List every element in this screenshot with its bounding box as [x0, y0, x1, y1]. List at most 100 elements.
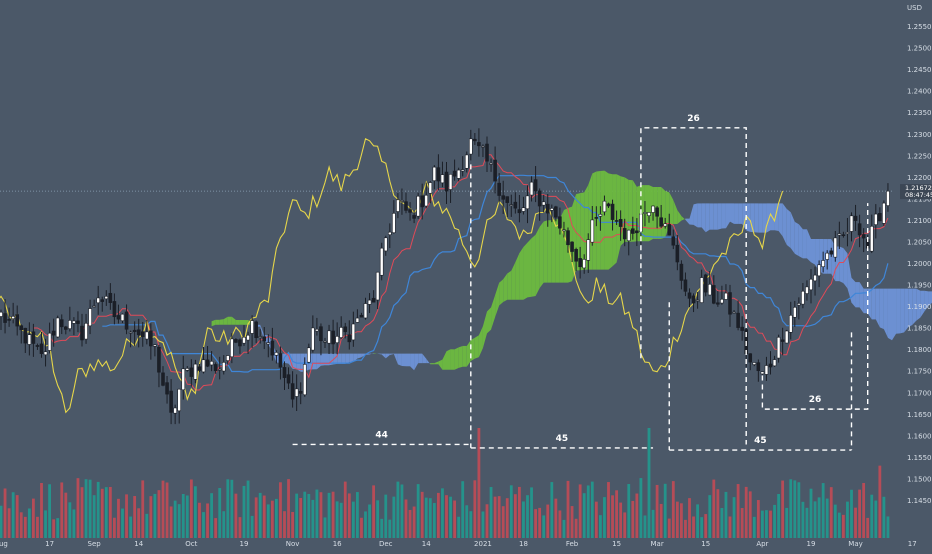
candle[interactable] — [153, 344, 157, 357]
candle[interactable] — [262, 326, 267, 350]
candle[interactable] — [655, 206, 659, 229]
candle[interactable] — [165, 376, 169, 404]
candle[interactable] — [460, 156, 465, 177]
candle[interactable] — [128, 330, 133, 348]
candle[interactable] — [878, 207, 882, 222]
candle[interactable] — [250, 315, 254, 348]
candle[interactable] — [764, 356, 769, 381]
candle[interactable] — [477, 128, 481, 157]
candle[interactable] — [610, 199, 615, 231]
candle[interactable] — [375, 271, 380, 310]
candle[interactable] — [213, 362, 218, 374]
candle[interactable] — [590, 206, 595, 246]
candle[interactable] — [35, 343, 40, 350]
candle[interactable] — [7, 307, 11, 327]
candle[interactable] — [586, 233, 591, 273]
candle[interactable] — [857, 214, 862, 248]
candle[interactable] — [481, 144, 485, 158]
candle[interactable] — [31, 323, 36, 357]
candle[interactable] — [473, 132, 477, 145]
candle[interactable] — [833, 230, 838, 262]
candle[interactable] — [882, 200, 886, 227]
candle[interactable] — [509, 194, 514, 217]
candle[interactable] — [169, 379, 173, 425]
candle[interactable] — [651, 205, 655, 221]
candle[interactable] — [27, 322, 32, 356]
candle[interactable] — [132, 321, 137, 347]
candle[interactable] — [88, 299, 92, 335]
candle[interactable] — [173, 404, 177, 425]
candle[interactable] — [784, 329, 789, 344]
candle[interactable] — [493, 146, 497, 194]
candle[interactable] — [699, 269, 704, 304]
candle[interactable] — [464, 151, 469, 173]
candle[interactable] — [647, 212, 651, 223]
candle[interactable] — [671, 229, 676, 250]
candle[interactable] — [549, 204, 554, 223]
candle[interactable] — [659, 204, 663, 228]
candle[interactable] — [788, 301, 793, 340]
candle[interactable] — [566, 227, 570, 253]
candle[interactable] — [558, 207, 562, 235]
candle[interactable] — [124, 304, 129, 335]
candle[interactable] — [663, 217, 668, 229]
candle[interactable] — [315, 317, 319, 336]
candle[interactable] — [420, 183, 425, 220]
candle[interactable] — [92, 299, 96, 308]
candle[interactable] — [772, 355, 777, 367]
candle[interactable] — [161, 366, 165, 387]
candle[interactable] — [416, 192, 420, 219]
candle[interactable] — [351, 311, 356, 347]
candle[interactable] — [72, 317, 76, 336]
candle[interactable] — [201, 347, 206, 374]
candle[interactable] — [841, 231, 846, 238]
candle[interactable] — [448, 173, 453, 203]
candle[interactable] — [554, 205, 558, 222]
candle[interactable] — [570, 241, 574, 262]
candle[interactable] — [497, 173, 501, 203]
candle[interactable] — [626, 229, 631, 256]
candle[interactable] — [489, 158, 493, 172]
candle[interactable] — [643, 201, 647, 227]
candle[interactable] — [594, 206, 599, 227]
candle[interactable] — [732, 310, 736, 314]
candle[interactable] — [387, 223, 392, 249]
candle[interactable] — [837, 221, 842, 249]
candle[interactable] — [724, 284, 728, 300]
candle[interactable] — [205, 346, 210, 368]
candle[interactable] — [355, 309, 360, 324]
candle[interactable] — [711, 275, 716, 305]
candle[interactable] — [541, 194, 546, 213]
candle[interactable] — [533, 166, 538, 203]
candle[interactable] — [302, 357, 307, 397]
candle[interactable] — [428, 180, 433, 204]
candle[interactable] — [801, 282, 805, 309]
candle[interactable] — [347, 320, 352, 350]
candle[interactable] — [246, 331, 250, 354]
candle[interactable] — [96, 285, 100, 315]
candle[interactable] — [238, 338, 242, 354]
candle[interactable] — [809, 269, 813, 304]
candle[interactable] — [43, 338, 48, 367]
candle[interactable] — [756, 359, 761, 382]
candle[interactable] — [853, 204, 858, 231]
candle[interactable] — [452, 159, 457, 181]
candle[interactable] — [703, 273, 708, 297]
candle[interactable] — [278, 346, 283, 380]
candle[interactable] — [614, 210, 619, 226]
candle[interactable] — [359, 312, 364, 318]
candle[interactable] — [396, 193, 400, 219]
candle[interactable] — [230, 333, 234, 364]
candle[interactable] — [108, 283, 113, 310]
candle[interactable] — [849, 212, 854, 242]
candle[interactable] — [327, 324, 331, 355]
candle[interactable] — [436, 154, 441, 191]
candle[interactable] — [116, 304, 121, 324]
candle[interactable] — [55, 315, 60, 339]
candle[interactable] — [513, 192, 518, 214]
candle[interactable] — [622, 218, 627, 247]
candle[interactable] — [675, 234, 680, 271]
candle[interactable] — [776, 334, 781, 363]
candle[interactable] — [869, 214, 874, 254]
candle[interactable] — [136, 318, 141, 348]
